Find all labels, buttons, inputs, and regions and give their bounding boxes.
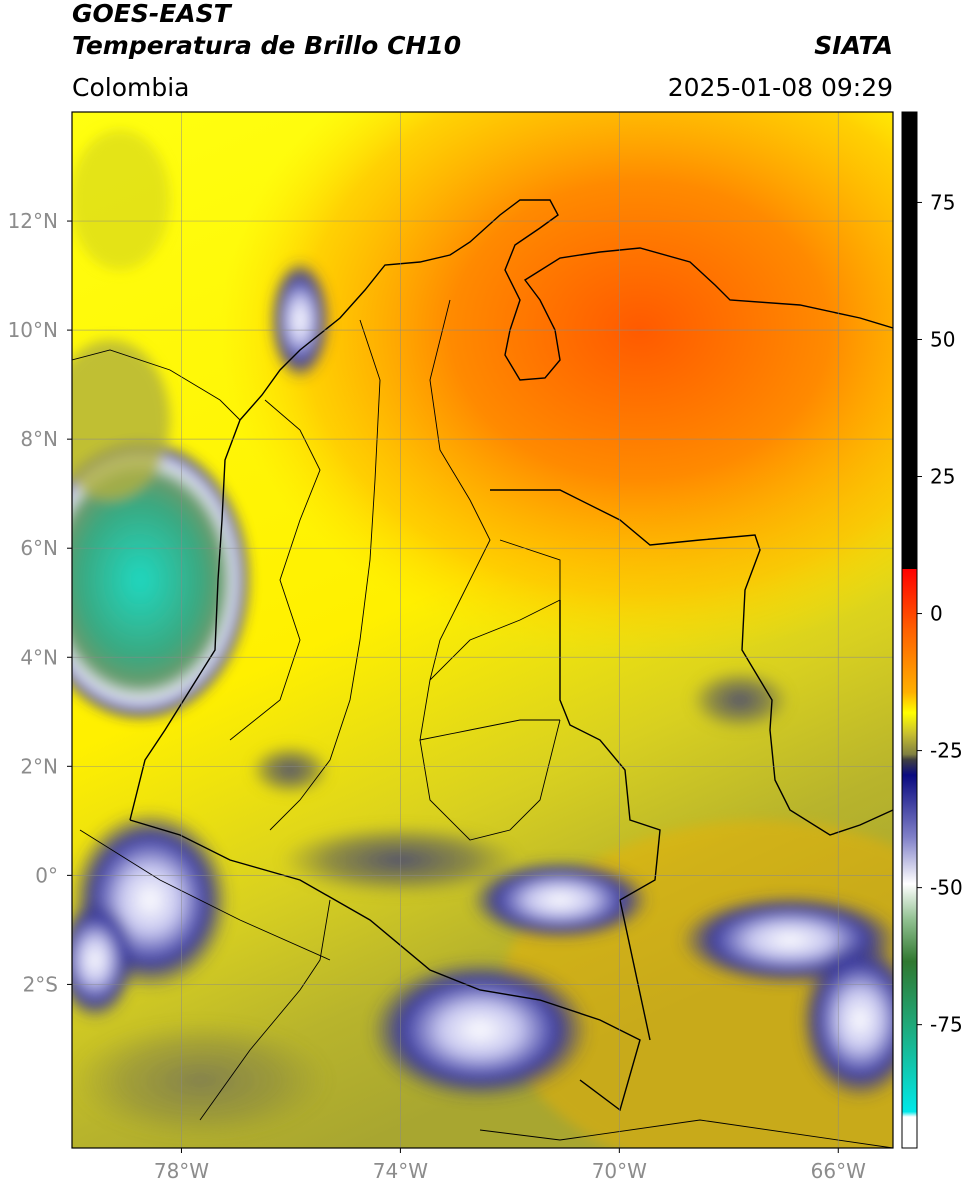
lon-tick-label: 74°W bbox=[373, 1159, 428, 1183]
colorbar-tick-label: 75 bbox=[930, 190, 955, 214]
lat-tick-label: 6°N bbox=[20, 536, 58, 560]
lon-tick-label: 66°W bbox=[811, 1159, 866, 1183]
lat-tick-label: 4°N bbox=[20, 645, 58, 669]
datetime: 2025-01-08 09:29 bbox=[668, 73, 893, 102]
subtitle: Temperatura de Brillo CH10 bbox=[72, 31, 461, 60]
lat-tick-label: 2°N bbox=[20, 754, 58, 778]
colorbar-tick-label: 50 bbox=[930, 327, 955, 351]
lat-tick-label: 0° bbox=[35, 863, 58, 887]
colorbar-tick-label: 25 bbox=[930, 465, 955, 489]
lat-tick-label: 10°N bbox=[8, 318, 58, 342]
lat-tick-label: 8°N bbox=[20, 427, 58, 451]
map-frame bbox=[71, 111, 894, 1149]
source: SIATA bbox=[814, 31, 893, 60]
lat-tick-label: 2°S bbox=[23, 972, 58, 996]
lat-tick-label: 12°N bbox=[8, 209, 58, 233]
colorbar-tick-label: -50 bbox=[930, 876, 963, 900]
graticule bbox=[72, 112, 893, 1148]
colorbar-tick-label: -25 bbox=[930, 739, 963, 763]
colorbar-tick-label: 0 bbox=[930, 602, 943, 626]
lon-tick-label: 70°W bbox=[592, 1159, 647, 1183]
colorbar bbox=[901, 111, 918, 1149]
title: GOES-EAST bbox=[72, 0, 233, 28]
region: Colombia bbox=[72, 73, 189, 102]
colorbar-tick-label: -75 bbox=[930, 1013, 963, 1037]
lon-tick-label: 78°W bbox=[154, 1159, 209, 1183]
satellite-image bbox=[72, 112, 893, 1148]
